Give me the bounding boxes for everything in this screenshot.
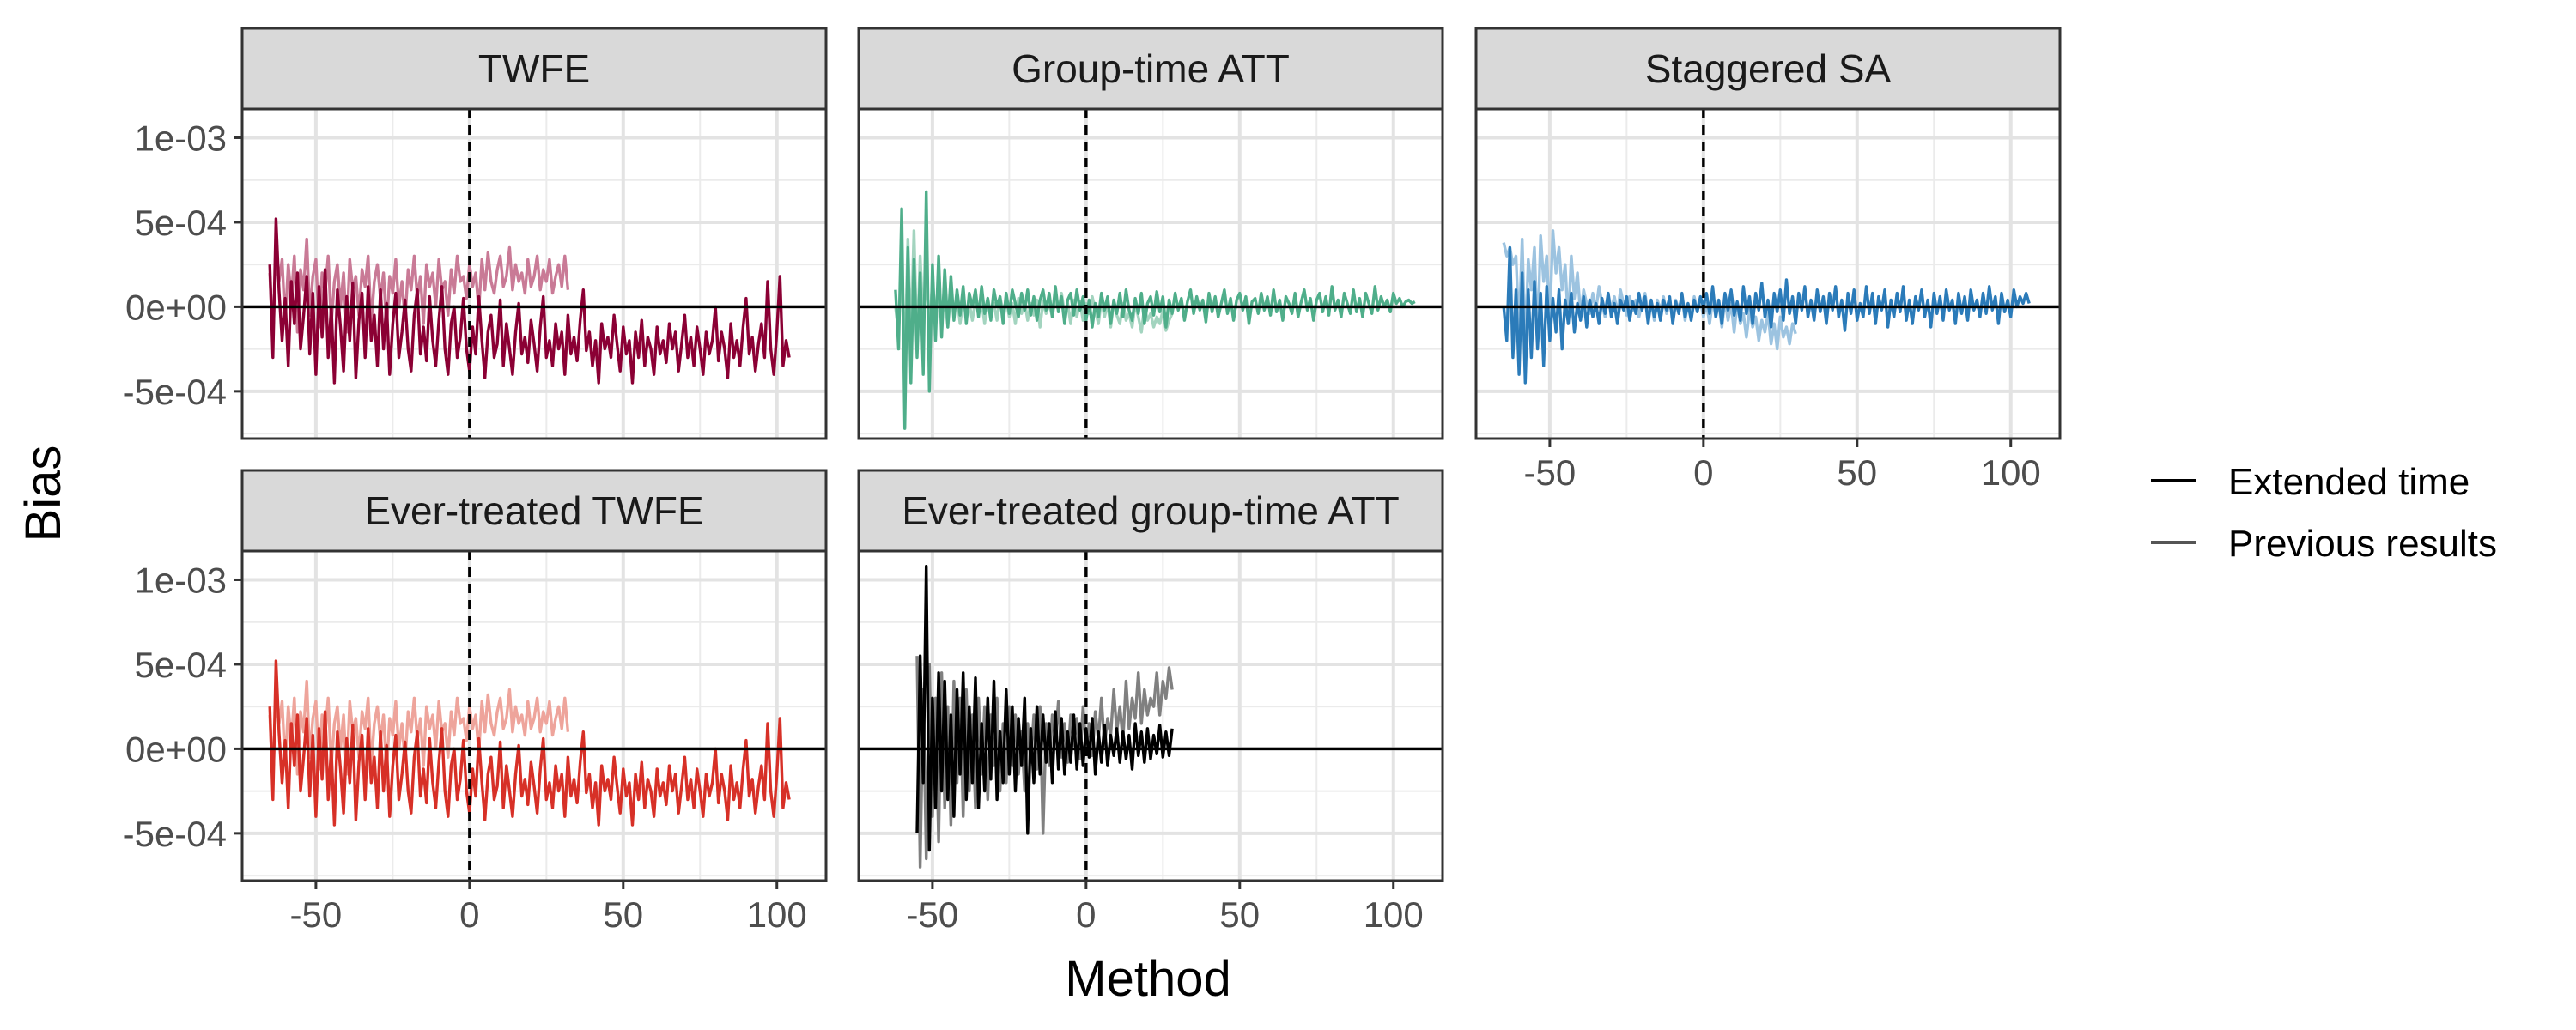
y-tick-label: 5e-04 <box>135 203 227 243</box>
panel-border <box>240 549 828 882</box>
panel-strip <box>240 27 828 111</box>
panel-strip <box>1474 27 2062 111</box>
panel-title: Group-time ATT <box>1012 46 1290 91</box>
panel-title: Ever-treated TWFE <box>364 488 703 533</box>
y-tick-label: 1e-03 <box>135 118 227 158</box>
y-axis-title: Bias <box>15 445 71 542</box>
series-line-extended <box>268 659 791 827</box>
x-tick-label: 100 <box>1981 452 2041 493</box>
y-tick-label: 1e-03 <box>135 560 227 600</box>
panel-title: Staggered SA <box>1645 46 1892 91</box>
y-tick-label: -5e-04 <box>123 814 227 854</box>
panel-border <box>857 549 1444 882</box>
x-tick-label: 50 <box>603 894 643 935</box>
x-tick-label: -50 <box>290 894 343 935</box>
facet-panels: TWFE -5e-04 0e+00 5e-04 1e-03 Group-time ATT S… <box>123 27 2062 935</box>
series-line-extended <box>915 565 1174 852</box>
legend: Extended time Previous results <box>2151 461 2497 565</box>
x-tick-label: 100 <box>1364 894 1424 935</box>
series-line-extended <box>894 190 1416 430</box>
series-line-extended <box>1502 245 2031 385</box>
x-axis-title: Method <box>1065 951 1230 1007</box>
plot-background <box>859 109 1443 439</box>
y-tick-label: 5e-04 <box>135 645 227 685</box>
panel-strip <box>240 469 828 553</box>
panel-0: TWFE -5e-04 0e+00 5e-04 1e-03 <box>123 27 828 440</box>
panel-border <box>857 107 1444 440</box>
panel-3: Ever-treated TWFE -5e-04 0e+00 5e-04 1e-03 -5… <box>123 469 828 935</box>
panel-1: Group-time ATT <box>857 27 1444 440</box>
series-line-extended <box>268 217 791 385</box>
legend-label: Extended time <box>2228 461 2470 503</box>
x-tick-label: -50 <box>1524 452 1577 493</box>
panel-strip <box>857 27 1444 111</box>
panel-title: TWFE <box>478 46 590 91</box>
x-tick-label: 0 <box>1076 894 1096 935</box>
x-tick-label: 100 <box>747 894 807 935</box>
x-tick-label: 0 <box>459 894 479 935</box>
x-tick-label: -50 <box>907 894 959 935</box>
x-tick-label: 50 <box>1837 452 1877 493</box>
panel-4: Ever-treated group-time ATT -50 0 50 100 <box>857 469 1444 935</box>
legend-label: Previous results <box>2228 523 2497 565</box>
panel-2: Staggered SA -50 0 50 100 <box>1474 27 2062 493</box>
y-tick-label: 0e+00 <box>125 287 227 327</box>
panel-border <box>1474 107 2062 440</box>
panel-border <box>240 107 828 440</box>
x-tick-label: 50 <box>1219 894 1260 935</box>
series-line-previous <box>915 656 1174 869</box>
x-tick-label: 0 <box>1693 452 1713 493</box>
y-tick-label: 0e+00 <box>125 729 227 769</box>
y-tick-label: -5e-04 <box>123 372 227 412</box>
panel-title: Ever-treated group-time ATT <box>902 488 1399 533</box>
